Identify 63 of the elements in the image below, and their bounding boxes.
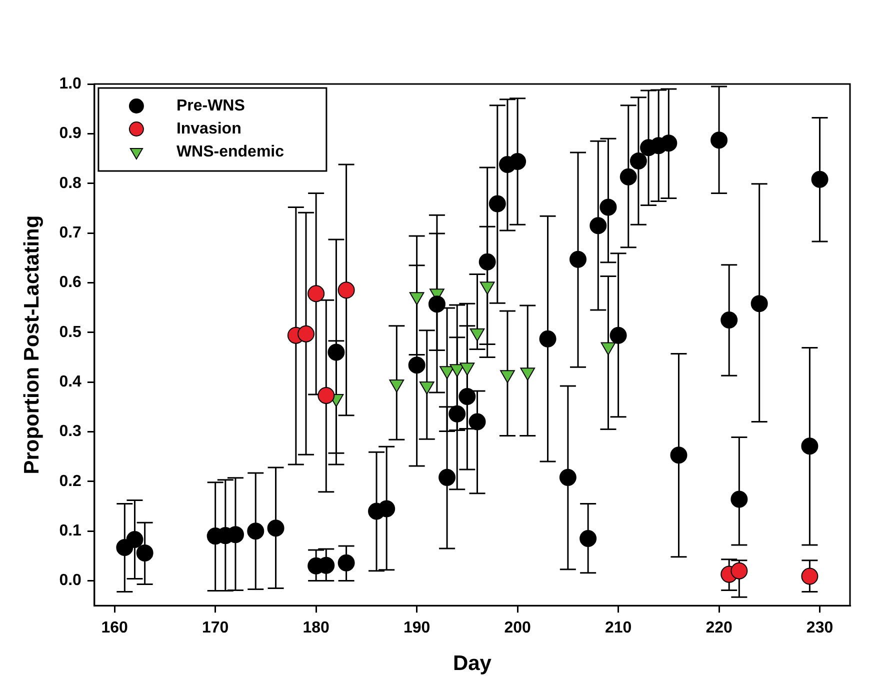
point bbox=[670, 446, 688, 464]
y-tick-label: 0.8 bbox=[59, 174, 82, 192]
point bbox=[428, 296, 446, 313]
x-axis-title: Day bbox=[452, 652, 492, 676]
y-tick-label: 0.3 bbox=[59, 423, 82, 440]
point bbox=[338, 282, 355, 299]
point bbox=[600, 198, 617, 216]
point bbox=[267, 520, 284, 537]
y-tick-label: 1.0 bbox=[59, 75, 82, 92]
legend-label: WNS-endemic bbox=[176, 143, 284, 160]
y-tick-label: 0.9 bbox=[59, 125, 82, 142]
point bbox=[318, 386, 335, 404]
point bbox=[126, 531, 144, 548]
point bbox=[580, 530, 597, 548]
point bbox=[559, 468, 576, 486]
point bbox=[750, 295, 768, 312]
point bbox=[590, 217, 607, 234]
point bbox=[308, 285, 325, 302]
point bbox=[438, 468, 456, 486]
x-tick-label: 190 bbox=[403, 620, 430, 637]
point bbox=[710, 132, 728, 149]
point bbox=[620, 168, 637, 186]
point bbox=[298, 325, 314, 342]
point bbox=[408, 356, 426, 374]
point bbox=[468, 413, 486, 430]
y-tick-label: 0.1 bbox=[59, 522, 82, 540]
x-tick-label: 220 bbox=[706, 620, 732, 637]
x-tick-label: 210 bbox=[604, 620, 632, 637]
y-tick-label: 0.5 bbox=[59, 324, 82, 341]
point bbox=[539, 330, 556, 348]
y-axis-title: Proportion Post-Lactating bbox=[20, 215, 44, 474]
point bbox=[730, 490, 748, 508]
point bbox=[801, 438, 818, 455]
point bbox=[720, 311, 738, 328]
legend-label: Invasion bbox=[176, 120, 242, 138]
point bbox=[328, 344, 345, 361]
point bbox=[136, 544, 154, 562]
y-tick-label: 0.6 bbox=[59, 274, 82, 292]
point bbox=[730, 562, 748, 580]
y-tick-label: 0.2 bbox=[59, 472, 82, 490]
x-tick-label: 230 bbox=[806, 620, 834, 637]
x-tick-label: 170 bbox=[202, 620, 229, 637]
y-tick-label: 0.4 bbox=[59, 373, 82, 390]
point bbox=[570, 250, 586, 268]
point bbox=[610, 326, 627, 344]
y-tick-label: 0.7 bbox=[59, 224, 82, 242]
legend-label: Pre-WNS bbox=[176, 97, 246, 114]
y-tick-label: 0.0 bbox=[59, 572, 82, 590]
point bbox=[378, 500, 396, 518]
point bbox=[488, 195, 506, 212]
point bbox=[801, 568, 818, 585]
point bbox=[458, 388, 476, 405]
point bbox=[478, 253, 496, 270]
x-tick-label: 180 bbox=[302, 620, 330, 637]
x-tick-label: 200 bbox=[504, 620, 531, 637]
x-tick-label: 160 bbox=[101, 620, 128, 637]
point bbox=[811, 170, 828, 188]
point bbox=[660, 134, 678, 152]
point bbox=[247, 522, 264, 540]
point bbox=[448, 405, 466, 422]
point bbox=[338, 554, 355, 572]
point bbox=[630, 152, 647, 170]
point bbox=[509, 152, 526, 170]
